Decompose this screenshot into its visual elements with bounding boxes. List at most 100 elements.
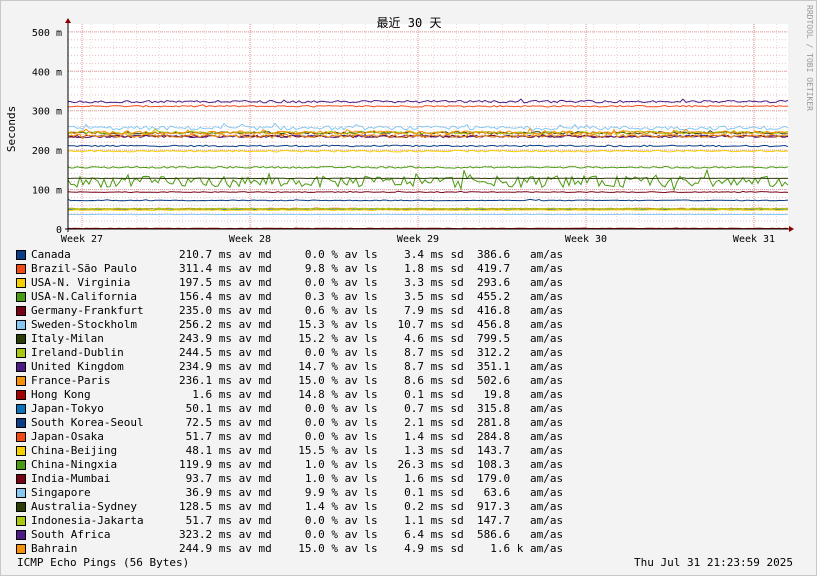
legend-series-name: Germany-Frankfurt xyxy=(31,304,144,317)
x-axis-arrow xyxy=(789,226,794,232)
legend-series-stats: 51.7 ms av md 0.0 % av ls 1.4 ms sd 284.… xyxy=(179,430,564,443)
footer-timestamp: Thu Jul 31 21:23:59 2025 xyxy=(634,556,793,569)
series-line-united-kingdom xyxy=(67,133,789,139)
y-tick-label: 400 m xyxy=(32,67,62,78)
legend-series-stats: 210.7 ms av md 0.0 % av ls 3.4 ms sd 386… xyxy=(179,248,564,261)
rrdtool-credit: RRDTOOL / TOBI OETIKER xyxy=(805,5,814,111)
x-tick-label: Week 31 xyxy=(733,234,775,245)
legend-series-name: USA-N. Virginia xyxy=(31,276,131,289)
legend-series-stats: 235.0 ms av md 0.6 % av ls 7.9 ms sd 416… xyxy=(179,304,564,317)
series-line-sweden-stockholm xyxy=(67,122,789,132)
legend-series-name: Japan-Osaka xyxy=(31,430,104,443)
legend-swatch xyxy=(16,474,26,484)
legend-series-name: Sweden-Stockholm xyxy=(31,318,137,331)
legend-swatch xyxy=(16,404,26,414)
legend-swatch xyxy=(16,362,26,372)
legend-series-name: USA-N.California xyxy=(31,290,137,303)
latency-chart: 0 100 m 200 m 300 m 400 m 500 m Week 27 Week 28… xyxy=(5,5,814,245)
legend-series-stats: 93.7 ms av md 1.0 % av ls 1.6 ms sd 179.… xyxy=(179,472,564,485)
legend-swatch xyxy=(16,502,26,512)
series-line-usa-n-virginia xyxy=(67,149,789,153)
legend-series-stats: 48.1 ms av md 15.5 % av ls 1.3 ms sd 143… xyxy=(179,444,564,457)
legend-swatch xyxy=(16,446,26,456)
series-line-brazil-s-o-paulo xyxy=(67,104,789,108)
legend-series-name: Bahrain xyxy=(31,542,78,555)
legend-swatch xyxy=(16,320,26,330)
legend-series-name: Brazil-São Paulo xyxy=(31,262,137,275)
footer-description: ICMP Echo Pings (56 Bytes) xyxy=(17,556,190,569)
x-tick-label: Week 27 xyxy=(61,234,103,245)
legend-swatch xyxy=(16,306,26,316)
series-line-usa-n-california xyxy=(67,165,789,169)
y-tick-label: 500 m xyxy=(32,28,62,39)
series-line-singapore xyxy=(67,213,788,216)
y-tick-label: 200 m xyxy=(32,146,62,157)
legend-series-stats: 72.5 ms av md 0.0 % av ls 2.1 ms sd 281.… xyxy=(179,416,564,429)
series-line-china-beijing xyxy=(67,208,789,212)
legend-swatch xyxy=(16,390,26,400)
legend-swatch xyxy=(16,432,26,442)
series-line-south-korea-seoul xyxy=(67,198,789,202)
legend-series-stats: 156.4 ms av md 0.3 % av ls 3.5 ms sd 455… xyxy=(179,290,564,303)
y-tick-label: 300 m xyxy=(32,107,62,118)
legend-series-name: Australia-Sydney xyxy=(31,500,137,513)
series-line-bahrain xyxy=(67,127,789,135)
legend-swatch xyxy=(16,516,26,526)
y-tick-label: 100 m xyxy=(32,186,62,197)
series-line-australia-sydney xyxy=(67,177,789,180)
legend-series-stats: 128.5 ms av md 1.4 % av ls 0.2 ms sd 917… xyxy=(179,500,564,513)
chart-title: 最近 30 天 xyxy=(377,16,442,30)
legend-swatch xyxy=(16,418,26,428)
legend-series-name: South Africa xyxy=(31,528,111,541)
legend-series-stats: 244.5 ms av md 0.0 % av ls 8.7 ms sd 312… xyxy=(179,346,564,359)
legend-series-stats: 236.1 ms av md 15.0 % av ls 8.6 ms sd 50… xyxy=(179,374,564,387)
legend-swatch xyxy=(16,334,26,344)
series-line-france-paris xyxy=(67,128,789,140)
legend-series-name: Indonesia-Jakarta xyxy=(31,514,144,527)
legend-series-stats: 256.2 ms av md 15.3 % av ls 10.7 ms sd 4… xyxy=(179,318,564,331)
legend-series-stats: 234.9 ms av md 14.7 % av ls 8.7 ms sd 35… xyxy=(179,360,564,373)
y-axis-label: Seconds xyxy=(5,106,18,152)
y-axis-arrow xyxy=(65,18,71,23)
legend-swatch xyxy=(16,376,26,386)
legend-series-stats: 50.1 ms av md 0.0 % av ls 0.7 ms sd 315.… xyxy=(179,402,564,415)
series-line-canada xyxy=(68,144,789,148)
series-line-india-mumbai xyxy=(67,190,789,194)
legend-swatch xyxy=(16,250,26,260)
legend-series-stats: 51.7 ms av md 0.0 % av ls 1.1 ms sd 147.… xyxy=(179,514,564,527)
legend-series-stats: 36.9 ms av md 9.9 % av ls 0.1 ms sd 63.6… xyxy=(179,486,564,499)
legend-series-stats: 243.9 ms av md 15.2 % av ls 4.6 ms sd 79… xyxy=(179,332,564,345)
legend-swatch xyxy=(16,488,26,498)
legend-swatch xyxy=(16,292,26,302)
legend-series-name: Italy-Milan xyxy=(31,332,104,345)
legend-series-name: Hong Kong xyxy=(31,388,91,401)
series-line-indonesia-jakarta xyxy=(67,207,789,210)
x-tick-label: Week 28 xyxy=(229,234,271,245)
legend-series-name: France-Paris xyxy=(31,374,111,387)
legend-series-name: Japan-Tokyo xyxy=(31,402,104,415)
series-line-south-africa xyxy=(67,98,789,104)
legend-series-stats: 244.9 ms av md 15.0 % av ls 4.9 ms sd 1.… xyxy=(179,542,564,555)
legend-series-name: Canada xyxy=(31,248,71,261)
legend-series-name: Ireland-Dublin xyxy=(31,346,124,359)
legend-swatch xyxy=(16,264,26,274)
legend-series-name: South Korea-Seoul xyxy=(31,416,144,429)
legend-series-name: China-Beijing xyxy=(31,444,118,457)
legend-swatch xyxy=(16,348,26,358)
legend-series-stats: 119.9 ms av md 1.0 % av ls 26.3 ms sd 10… xyxy=(179,458,564,471)
legend-swatch xyxy=(16,460,26,470)
legend-swatch xyxy=(16,544,26,554)
legend-series-name: India-Mumbai xyxy=(31,472,111,485)
x-tick-label: Week 30 xyxy=(565,234,607,245)
legend-series-stats: 311.4 ms av md 9.8 % av ls 1.8 ms sd 419… xyxy=(179,262,564,275)
legend-series-stats: 323.2 ms av md 0.0 % av ls 6.4 ms sd 586… xyxy=(179,528,564,541)
legend-swatch xyxy=(16,530,26,540)
x-tick-label: Week 29 xyxy=(397,234,439,245)
y-tick-label: 0 xyxy=(56,225,62,236)
legend-series-name: Singapore xyxy=(31,486,91,499)
legend-series-name: China-Ningxia xyxy=(31,458,118,471)
legend-swatch xyxy=(16,278,26,288)
legend-series-stats: 1.6 ms av md 14.8 % av ls 0.1 ms sd 19.8… xyxy=(179,388,564,401)
legend-series-name: United Kingdom xyxy=(31,360,124,373)
